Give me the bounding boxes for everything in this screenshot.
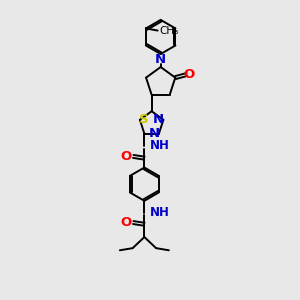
Text: N: N: [149, 127, 160, 140]
Text: O: O: [120, 150, 131, 163]
Text: NH: NH: [150, 139, 170, 152]
Text: N: N: [153, 113, 164, 126]
Text: CH₃: CH₃: [159, 26, 178, 36]
Text: NH: NH: [150, 206, 170, 219]
Text: N: N: [155, 53, 166, 67]
Text: O: O: [120, 216, 131, 229]
Text: O: O: [183, 68, 194, 81]
Text: S: S: [139, 113, 148, 126]
